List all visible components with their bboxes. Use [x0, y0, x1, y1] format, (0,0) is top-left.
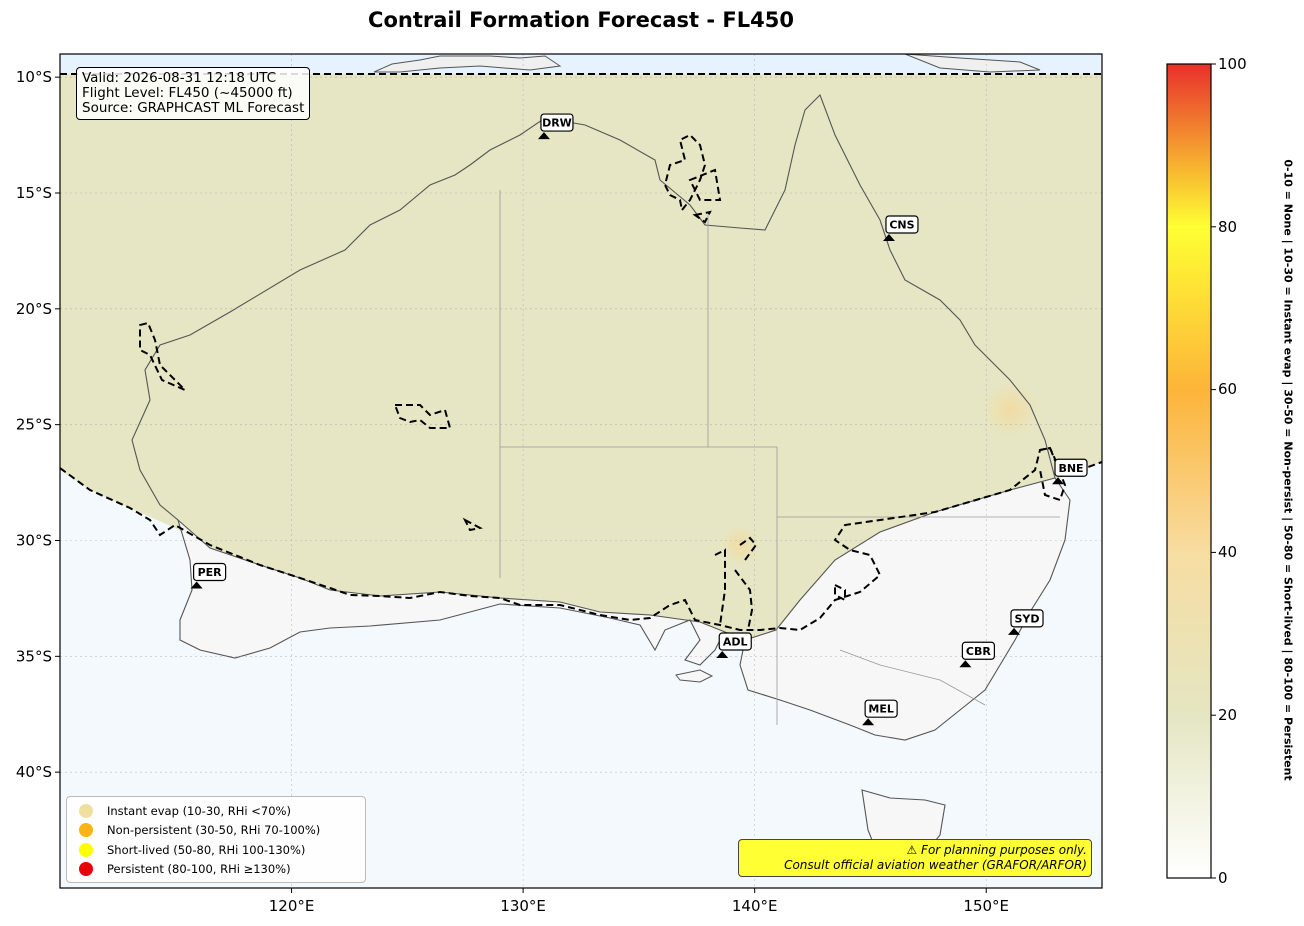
ocean-north: [60, 54, 1102, 74]
legend-dot-icon: [79, 823, 93, 838]
forecast-field: [60, 74, 1102, 640]
city-label-box: [193, 562, 227, 582]
city-marker-bne[interactable]: BNE: [1052, 458, 1088, 485]
colorbar-tick-label: 80: [1218, 218, 1238, 236]
city-markers: DRW CNS PER BNE SYD CBR ADL MEL: [190, 113, 1088, 726]
lon-tick-label: 120°E: [269, 897, 315, 915]
airport-icon: [1052, 477, 1065, 485]
info-source: Source: GRAPHCAST ML Forecast: [82, 100, 305, 116]
city-label: MEL: [868, 703, 893, 716]
legend-item: Short-lived (50-80, RHi 100-130%): [73, 840, 359, 860]
city-label-box: [961, 641, 995, 660]
airport-icon: [862, 718, 875, 726]
airport-icon: [1008, 627, 1021, 635]
city-label-box: [1054, 458, 1088, 477]
map-frame: [59, 53, 1103, 889]
kangaroo-island: [675, 669, 714, 683]
city-marker-drw[interactable]: DRW: [537, 113, 574, 140]
city-label-box: [1010, 609, 1044, 628]
land-south: [176, 477, 1071, 741]
legend-label: Short-lived (50-80, RHi 100-130%): [107, 842, 306, 857]
legend-item: Instant evap (10-30, RHi <70%): [73, 801, 359, 821]
airport-icon: [882, 234, 895, 242]
forecast-hotspot: [982, 382, 1038, 438]
colorbar-tick-label: 20: [1218, 706, 1238, 724]
map-area: [60, 54, 1102, 888]
legend-dot-icon: [79, 862, 93, 877]
legend-dot-icon: [79, 803, 93, 818]
city-label: BNE: [1058, 462, 1083, 475]
city-label: CBR: [966, 645, 991, 658]
city-label: SYD: [1014, 612, 1039, 625]
info-box: Valid: 2026-08-31 12:18 UTC Flight Level…: [76, 67, 311, 120]
colorbar: [1166, 63, 1212, 879]
legend-dot-icon: [79, 842, 93, 857]
contour-lines: [60, 73, 1102, 632]
contour-gulf: [663, 133, 722, 224]
lat-tick-label: 15°S: [16, 184, 52, 202]
islands-north: [373, 54, 1041, 73]
lat-tick-label: 30°S: [16, 532, 52, 550]
city-marker-cbr[interactable]: CBR: [959, 641, 995, 668]
airport-icon: [190, 581, 203, 589]
city-marker-mel[interactable]: MEL: [862, 699, 898, 726]
city-label: DRW: [542, 117, 572, 130]
contour-inland: [393, 404, 846, 602]
city-marker-syd[interactable]: SYD: [1008, 609, 1044, 635]
airport-icon: [537, 132, 550, 140]
city-label: PER: [198, 566, 223, 579]
city-label-box: [864, 699, 898, 718]
legend-label: Persistent (80-100, RHi ≥130%): [107, 862, 291, 877]
colorbar-tick-label: 0: [1218, 869, 1228, 887]
colorbar-tick-label: 100: [1218, 55, 1247, 73]
lat-tick-label: 40°S: [16, 763, 52, 781]
info-valid: Valid: 2026-08-31 12:18 UTC: [82, 70, 277, 86]
legend-label: Instant evap (10-30, RHi <70%): [107, 803, 291, 818]
lon-tick-label: 150°E: [963, 897, 1009, 915]
colorbar-label: 0-10 = None | 10-30 = Instant evap | 30-…: [1281, 159, 1295, 781]
airport-icon: [959, 660, 972, 668]
city-marker-adl[interactable]: ADL: [716, 632, 752, 659]
lon-tick-label: 140°E: [732, 897, 778, 915]
disclaimer-line1: ⚠ For planning purposes only.: [906, 843, 1087, 857]
city-label: ADL: [723, 636, 748, 649]
colorbar-ticks: [1211, 63, 1216, 879]
state-boundaries: [499, 190, 1060, 725]
disclaimer-line2: Consult official aviation weather (GRAFO…: [784, 858, 1087, 872]
legend-label: Non-persistent (30-50, RHi 70-100%): [107, 823, 321, 838]
australia-coastline: [131, 94, 1056, 521]
lon-tick-label: 130°E: [500, 897, 546, 915]
legend-item: Non-persistent (30-50, RHi 70-100%): [73, 821, 359, 841]
contour-south: [60, 446, 1102, 632]
lat-tick-label: 35°S: [16, 647, 52, 665]
contour-wa-coast: [139, 321, 186, 391]
contour-sa: [714, 536, 758, 631]
airport-icon: [716, 651, 729, 659]
city-label: CNS: [889, 219, 914, 232]
lat-tick-label: 10°S: [16, 68, 52, 86]
legend: Instant evap (10-30, RHi <70%) Non-persi…: [66, 796, 366, 883]
lat-tick-label: 25°S: [16, 416, 52, 434]
colorbar-tick-label: 40: [1218, 543, 1238, 561]
axis-labels: 10°S 15°S 20°S 25°S 30°S 35°S 40°S 120°E 130°E 14…: [16, 68, 1009, 915]
gridlines: [60, 54, 1102, 888]
contour-bne: [1039, 446, 1067, 502]
city-label-box: [540, 113, 574, 132]
lat-tick-label: 20°S: [16, 300, 52, 318]
legend-item: Persistent (80-100, RHi ≥130%): [73, 860, 359, 880]
colorbar-tick-label: 60: [1218, 380, 1238, 398]
city-marker-cns[interactable]: CNS: [882, 215, 919, 242]
city-label-box: [885, 215, 919, 234]
info-flight-level: Flight Level: FL450 (~45000 ft): [82, 85, 293, 101]
city-label-box: [718, 632, 752, 651]
map-title: Contrail Formation Forecast - FL450: [368, 8, 794, 32]
disclaimer-box: ⚠ For planning purposes only. Consult of…: [738, 839, 1092, 877]
city-marker-per[interactable]: PER: [190, 562, 227, 589]
